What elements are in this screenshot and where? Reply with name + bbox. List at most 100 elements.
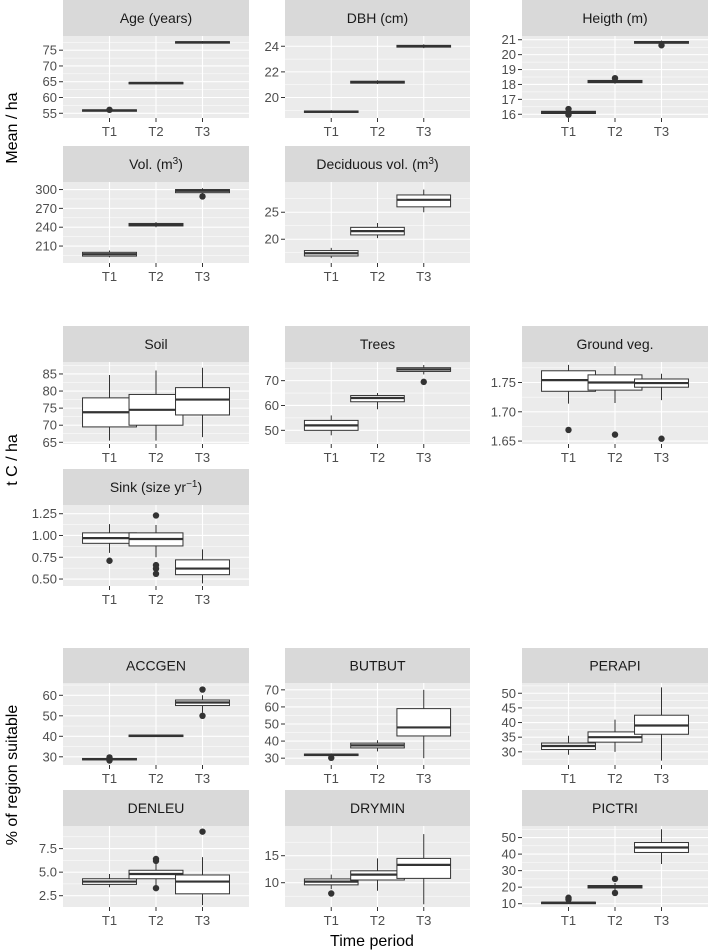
x-tick-label-t3: T3: [654, 124, 669, 139]
x-tick-label-t3: T3: [416, 269, 431, 284]
y-tick-label: 60: [43, 90, 57, 105]
panel-strip: [522, 0, 708, 36]
x-tick-label-t2: T2: [370, 450, 385, 465]
y-tick-label: 50: [502, 686, 516, 701]
y-tick-label: 0.75: [32, 550, 57, 565]
x-tick-label-t3: T3: [416, 124, 431, 139]
x-tick-label-t3: T3: [195, 913, 210, 928]
outlier-point: [106, 757, 113, 764]
panel-strip: [285, 326, 470, 362]
y-axis-title-t-c-per-ha: t C / ha: [4, 434, 21, 486]
outlier-point: [106, 106, 113, 114]
box-t1: [82, 874, 137, 888]
y-tick-label: 10: [502, 896, 516, 911]
outlier-point: [565, 426, 572, 434]
y-tick-label: 19: [502, 62, 516, 77]
box-t2: [350, 740, 405, 752]
box-t1: [541, 364, 596, 434]
outlier-point: [611, 889, 619, 897]
box-iqr: [396, 708, 452, 737]
x-tick-label-t1: T1: [102, 124, 117, 139]
x-tick-label-t2: T2: [148, 124, 163, 139]
x-tick-label-t3: T3: [416, 450, 431, 465]
x-tick-label-t2: T2: [370, 913, 385, 928]
outlier-point: [565, 896, 572, 903]
y-tick-label: 1.25: [32, 506, 57, 521]
panel-title: Ground veg.: [576, 336, 653, 352]
x-tick-label-t2: T2: [370, 771, 385, 786]
y-tick-label: 60: [265, 398, 279, 413]
panel-title: ACCGEN: [126, 658, 186, 674]
panel-strip: [285, 146, 470, 182]
box-t2: [587, 719, 643, 752]
x-tick-label-t3: T3: [195, 269, 210, 284]
y-tick-label: 210: [35, 239, 57, 254]
x-tick-label-t1: T1: [102, 913, 117, 928]
y-tick-label: 30: [502, 863, 516, 878]
y-tick-label: 240: [35, 220, 57, 235]
outlier-point: [328, 890, 335, 897]
x-tick-label-t2: T2: [370, 269, 385, 284]
box-t2: [587, 366, 643, 438]
panel-strip: [63, 326, 249, 362]
y-tick-label: 75: [43, 401, 57, 416]
outlier-point: [152, 857, 160, 865]
y-tick-label: 45: [502, 700, 516, 715]
panel-vol-m3: Vol. (m3) 210 240 270 300 T1 T2 T3: [35, 146, 249, 284]
y-tick-label: 20: [265, 90, 279, 105]
x-tick-label-t2: T2: [148, 450, 163, 465]
x-tick-label-t1: T1: [324, 913, 339, 928]
panel-title: Heigth (m): [582, 10, 647, 26]
box-t3: [396, 44, 452, 49]
y-tick-label: 30: [502, 744, 516, 759]
panel-sink-size-yr-1: Sink (size yr−1) 0.50 0.75 1.00 1.25 T1 T2 T3: [32, 469, 249, 607]
outlier-point: [199, 193, 206, 200]
panel-strip: [63, 648, 249, 683]
outlier-point: [152, 570, 160, 578]
box-t3: [175, 549, 230, 584]
box-iqr: [175, 559, 230, 576]
box-iqr: [175, 387, 230, 416]
y-tick-label: 25: [265, 205, 279, 220]
outlier-point: [152, 884, 160, 892]
box-t2: [128, 855, 184, 892]
panel-denleu: DENLEU 2.5 5.0 7.5 T1 T2 T3: [39, 790, 249, 928]
y-tick-label: 70: [265, 373, 279, 388]
panel-strip: [63, 469, 249, 505]
box-t2: [128, 81, 184, 85]
panel-title: BUTBUT: [350, 658, 406, 674]
box-t3: [396, 689, 452, 759]
outlier-point: [565, 111, 572, 118]
panel-strip: [522, 326, 708, 362]
y-tick-label: 5.0: [39, 865, 57, 880]
box-t1: [82, 754, 137, 764]
y-tick-label: 75: [43, 43, 57, 58]
y-tick-label: 1.75: [491, 375, 516, 390]
y-tick-label: 300: [35, 182, 57, 197]
box-t3: [175, 188, 230, 200]
y-tick-label: 35: [502, 730, 516, 745]
box-t2: [350, 80, 405, 85]
y-tick-label: 50: [265, 717, 279, 732]
y-tick-label: 65: [43, 74, 57, 89]
x-tick-label-t2: T2: [148, 269, 163, 284]
panel-ground-veg: Ground veg. 1.65 1.70 1.75 T1 T2 T3: [491, 326, 708, 465]
box-t1: [541, 105, 596, 118]
box-t1: [541, 894, 596, 905]
y-tick-label: 0.50: [32, 572, 57, 587]
x-tick-label-t2: T2: [607, 771, 622, 786]
panel-dbh-cm: DBH (cm) 20 22 24 T1 T2 T3: [265, 0, 470, 139]
panel-title: Sink (size yr−1): [110, 479, 202, 496]
box-t3: [175, 686, 230, 719]
box-iqr: [175, 874, 230, 895]
box-t2: [350, 393, 405, 410]
box-t3: [396, 364, 452, 386]
box-t1: [82, 374, 137, 441]
y-tick-label: 80: [43, 384, 57, 399]
box-t2: [587, 74, 643, 84]
x-tick-label-t2: T2: [148, 913, 163, 928]
x-tick-label-t1: T1: [561, 450, 576, 465]
